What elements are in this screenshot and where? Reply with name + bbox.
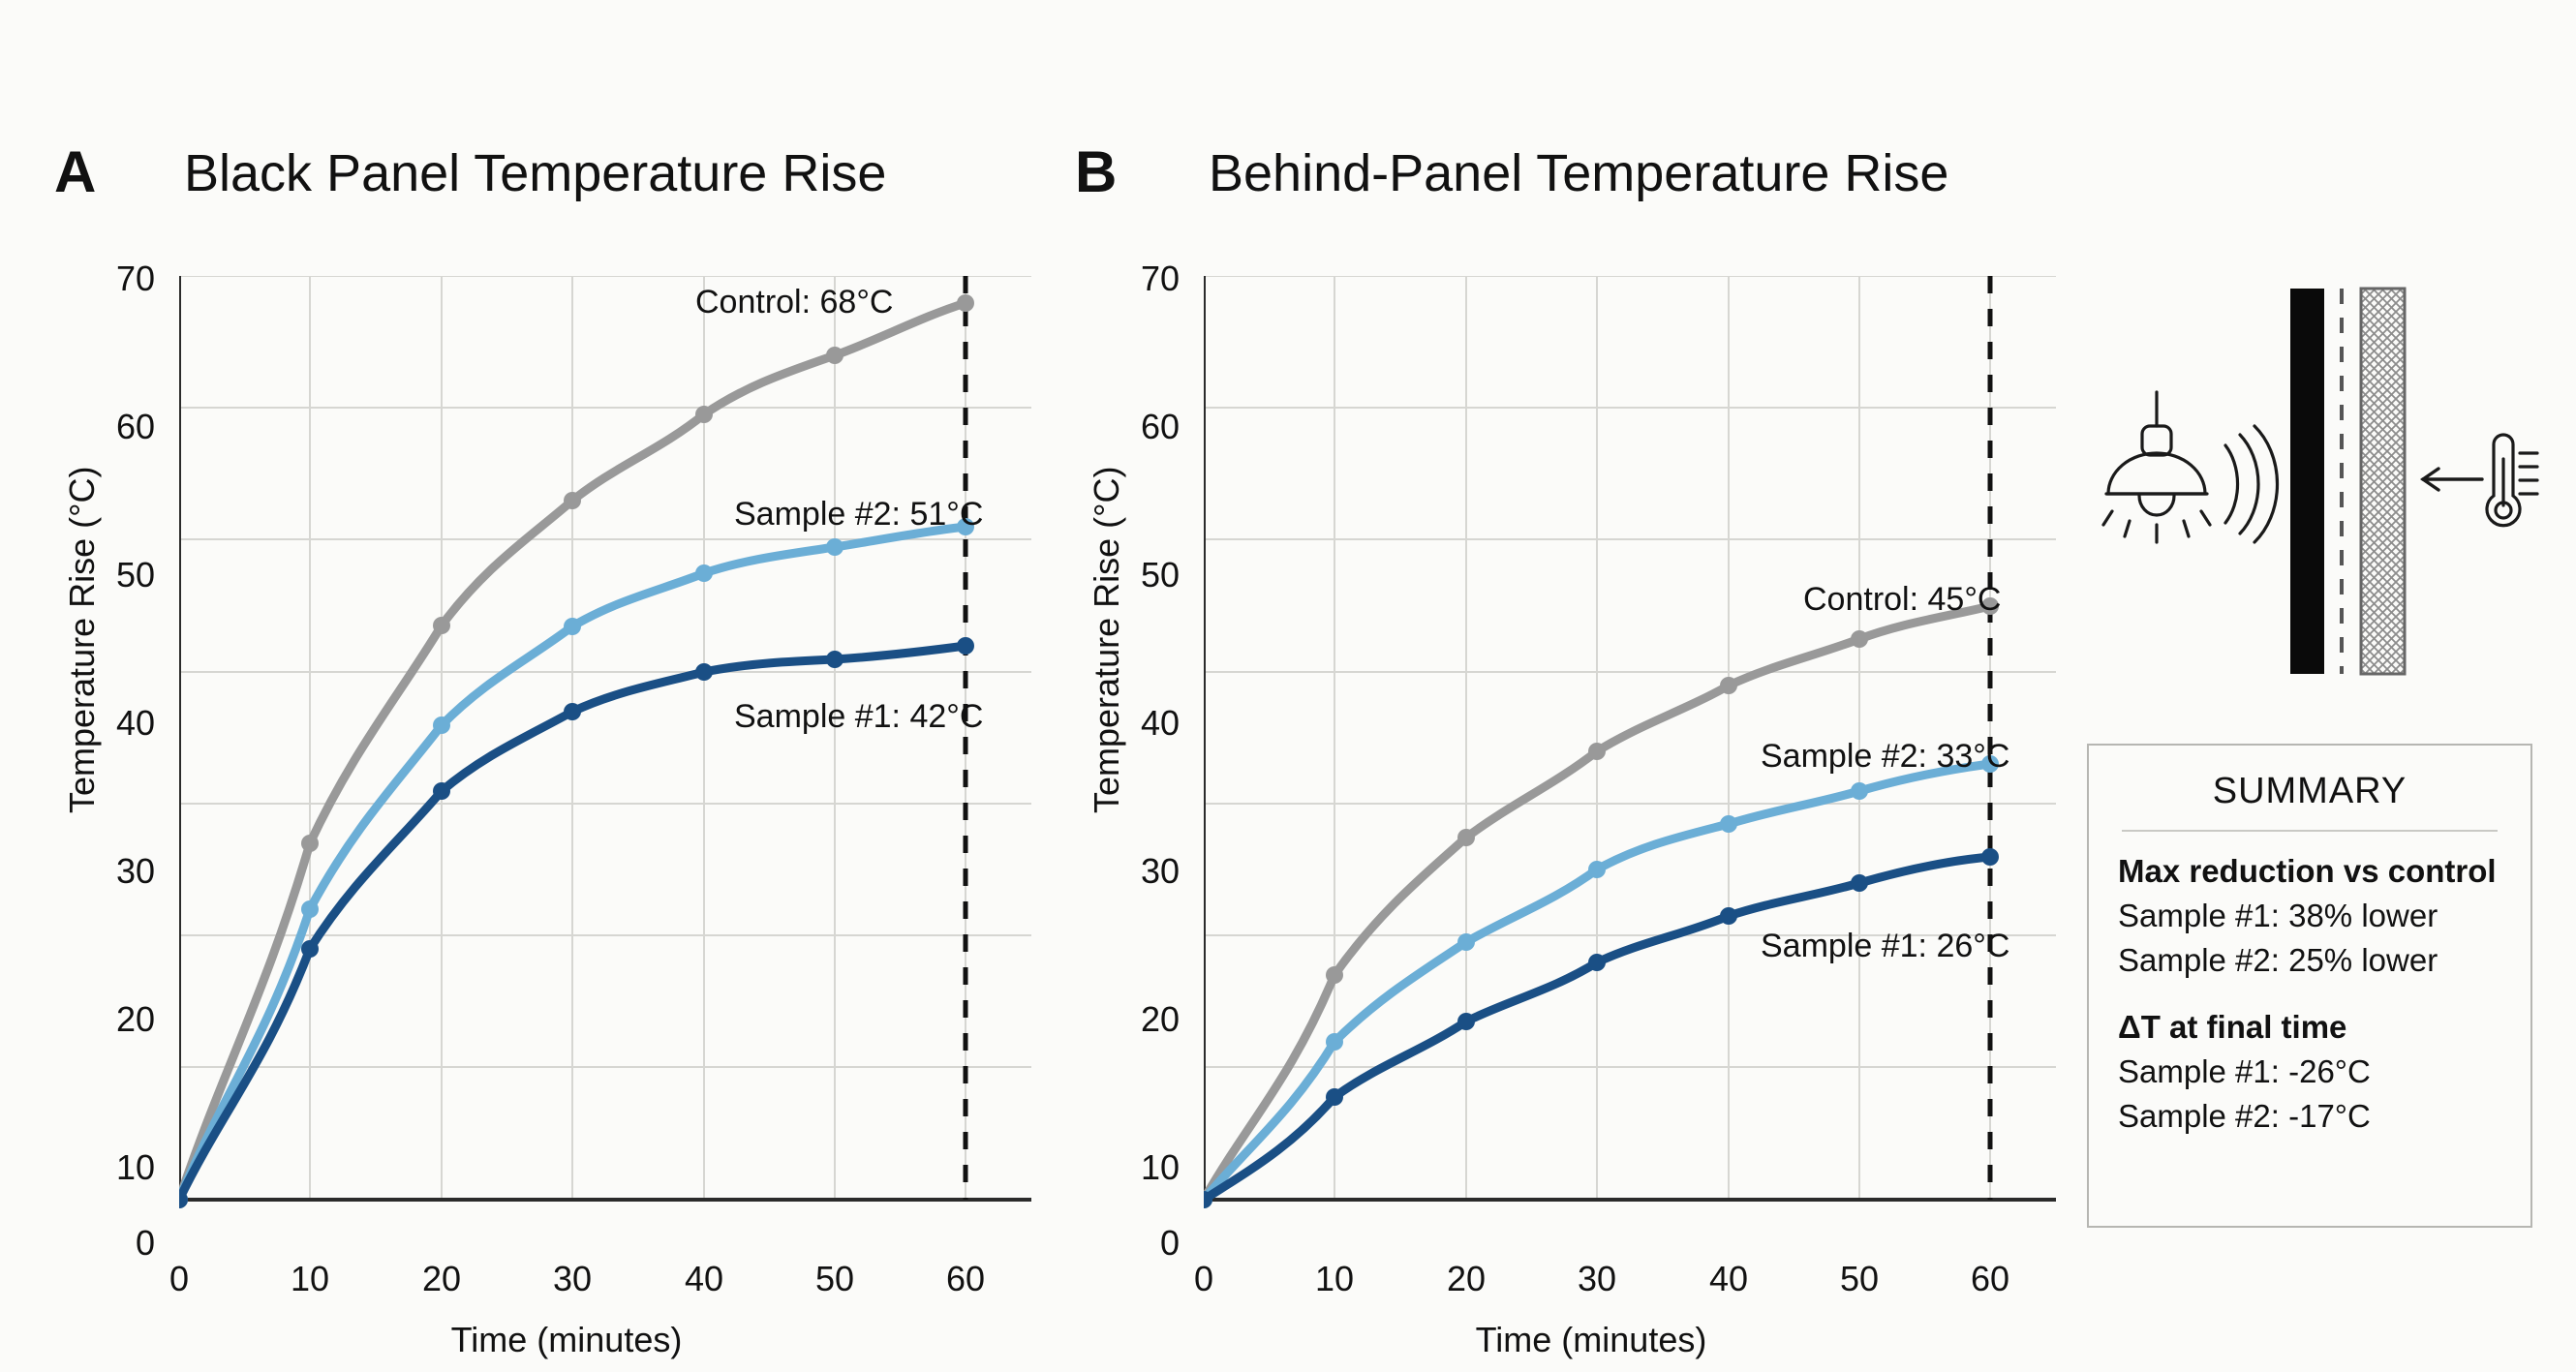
panel-a-ytick-0: 0 (135, 1223, 155, 1263)
panel-b-ytick-40: 40 (1140, 703, 1180, 743)
panel-a-xtick-0: 0 (169, 1259, 190, 1298)
summary-title: SUMMARY (2212, 771, 2407, 811)
panel-b-xtick-20: 20 (1446, 1259, 1487, 1298)
panel-a-series-sample2-points (179, 518, 974, 1208)
panel-b-xtick-0: 0 (1193, 1259, 1214, 1298)
panel-b-ytick-30: 30 (1140, 851, 1180, 891)
panel-b-y-axis-title: Temperature Rise (°C) (1087, 466, 1126, 814)
panel-a-ytick-50: 50 (115, 555, 155, 595)
summary-section2-line2: Sample #2: -17°C (2118, 1097, 2371, 1134)
panel-b-ytick-60: 60 (1140, 407, 1180, 446)
summary-spacer (2118, 982, 2501, 1009)
panel-a-xtick-20: 20 (421, 1259, 462, 1298)
panel-a-ytick-60: 60 (115, 407, 155, 446)
panel-b-horizontal-gridlines (1204, 276, 2056, 1068)
panel-a-label-sample1: Sample #1: 42°C (734, 698, 984, 735)
thermometer-icon (2485, 433, 2539, 528)
panel-a-ytick-30: 30 (115, 851, 155, 891)
panel-b-ytick-0: 0 (1159, 1223, 1180, 1263)
panel-b-label-control: Control: 45°C (1803, 581, 2002, 618)
panel-b-xtick-50: 50 (1839, 1259, 1880, 1298)
summary-section2-heading: ΔT at final time (2118, 1009, 2347, 1046)
panel-a-ytick-40: 40 (115, 703, 155, 743)
panel-b-series-sample2-points (1204, 755, 1999, 1208)
left-arrow-icon (2419, 467, 2484, 492)
panel-a-letter: A (54, 139, 97, 204)
panel-b-ytick-20: 20 (1140, 999, 1180, 1039)
panel-b-xtick-10: 10 (1314, 1259, 1355, 1298)
panel-a-title: Black Panel Temperature Rise (184, 144, 887, 202)
summary-section2-line1: Sample #1: -26°C (2118, 1053, 2371, 1090)
lamp-icon (2101, 390, 2212, 544)
panel-a-xtick-50: 50 (814, 1259, 855, 1298)
panel-b-title: Behind-Panel Temperature Rise (1209, 144, 1949, 202)
panel-b-xtick-30: 30 (1577, 1259, 1617, 1298)
panel-b-ytick-70: 70 (1140, 259, 1180, 298)
panel-b-ytick-50: 50 (1140, 555, 1180, 595)
panel-a-xtick-10: 10 (290, 1259, 330, 1298)
panel-b-series-control-points (1204, 597, 1999, 1208)
radiation-waves-icon (2223, 424, 2280, 544)
black-panel-icon (2290, 289, 2324, 674)
panel-b-x-axis-title: Time (minutes) (1475, 1320, 1707, 1359)
panel-b-ytick-10: 10 (1140, 1147, 1180, 1187)
panel-a-xtick-40: 40 (684, 1259, 724, 1298)
summary-section1-heading: Max reduction vs control (2118, 853, 2497, 889)
panel-a-label-control: Control: 68°C (695, 284, 894, 320)
panel-a-series-control-line (179, 298, 970, 1204)
panel-b-letter: B (1075, 139, 1118, 204)
hatched-sample-panel-icon (2359, 287, 2407, 676)
panel-b-chart-svg (1204, 276, 2056, 1208)
panel-a-series-sample1-points (179, 637, 974, 1208)
panel-b-xtick-60: 60 (1970, 1259, 2010, 1298)
summary-section1-line2: Sample #2: 25% lower (2118, 941, 2438, 978)
panel-a-label-sample2: Sample #2: 51°C (734, 496, 984, 533)
panel-a-x-axis-title: Time (minutes) (450, 1320, 683, 1359)
panel-a-xtick-60: 60 (945, 1259, 986, 1298)
panel-a-y-axis-title: Temperature Rise (°C) (62, 466, 102, 814)
panel-a-ytick-20: 20 (115, 999, 155, 1039)
panel-a-plot (179, 276, 1031, 1249)
panel-b-label-sample2: Sample #2: 33°C (1761, 738, 2010, 775)
panel-b-series-sample1-points (1204, 848, 1999, 1208)
panel-a-series-control-points (179, 294, 974, 1208)
panel-a-vertical-gridlines (309, 276, 966, 1200)
summary-divider (2122, 830, 2498, 832)
panel-a-ytick-10: 10 (115, 1147, 155, 1187)
summary-box: SUMMARY Max reduction vs control Sample … (2087, 744, 2532, 1228)
panel-a-chart-svg (179, 276, 1031, 1208)
panel-a-xtick-30: 30 (552, 1259, 593, 1298)
panel-a-ytick-70: 70 (115, 259, 155, 298)
test-setup-schematic (2082, 242, 2566, 683)
schematic-svg (2101, 287, 2539, 676)
panel-b-label-sample1: Sample #1: 26°C (1761, 928, 2010, 964)
panel-b-plot (1204, 276, 2056, 1249)
summary-section1-line1: Sample #1: 38% lower (2118, 898, 2438, 933)
panel-b-xtick-40: 40 (1708, 1259, 1749, 1298)
panel-a-series-sample2-line (179, 522, 970, 1204)
